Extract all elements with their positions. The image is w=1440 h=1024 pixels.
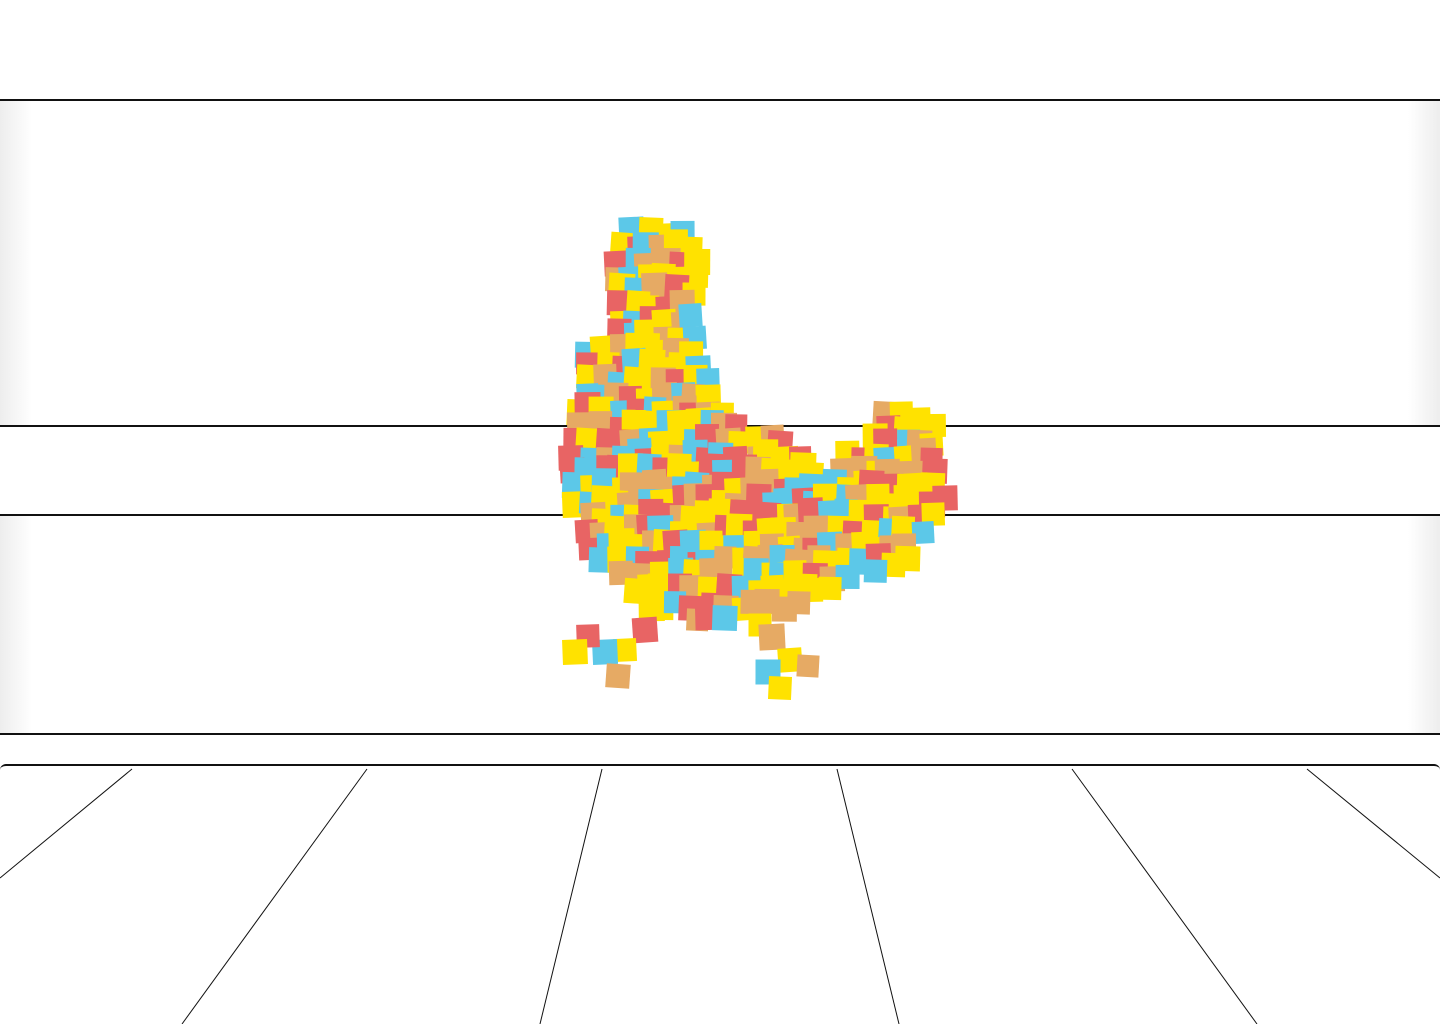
- mosaic-tile: [605, 663, 631, 689]
- mosaic-tile: [786, 590, 811, 615]
- mosaic-tile: [921, 502, 946, 527]
- floor-line: [1071, 768, 1258, 1024]
- floor-line: [539, 768, 603, 1024]
- mosaic-tile: [863, 559, 888, 583]
- mosaic-tile: [911, 521, 935, 545]
- floor-line: [836, 768, 900, 1024]
- mosaic-tile: [758, 623, 786, 651]
- mosaic-tile: [683, 263, 709, 288]
- mosaic-tile: [606, 290, 633, 316]
- mosaic-tile: [562, 639, 588, 665]
- mosaic-tile: [612, 637, 638, 663]
- floor-edge: [0, 764, 1440, 772]
- mosaic-tile: [666, 409, 690, 433]
- mosaic-tile: [777, 647, 803, 673]
- wall-panel-upper: [0, 99, 1440, 427]
- mosaic-tile: [589, 411, 613, 435]
- mosaic-tile: [894, 545, 921, 572]
- floor-line: [181, 768, 368, 1024]
- mosaic-tile: [631, 616, 659, 644]
- mosaic-tile: [678, 303, 703, 328]
- mosaic-tile: [711, 605, 738, 632]
- mosaic-tile: [818, 576, 842, 601]
- mosaic-tile: [835, 564, 860, 589]
- floor-line: [1306, 768, 1440, 879]
- mosaic-tile: [695, 607, 718, 631]
- mosaic-tile: [767, 675, 793, 701]
- floor-line: [0, 768, 133, 879]
- mosaic-tile: [796, 654, 820, 678]
